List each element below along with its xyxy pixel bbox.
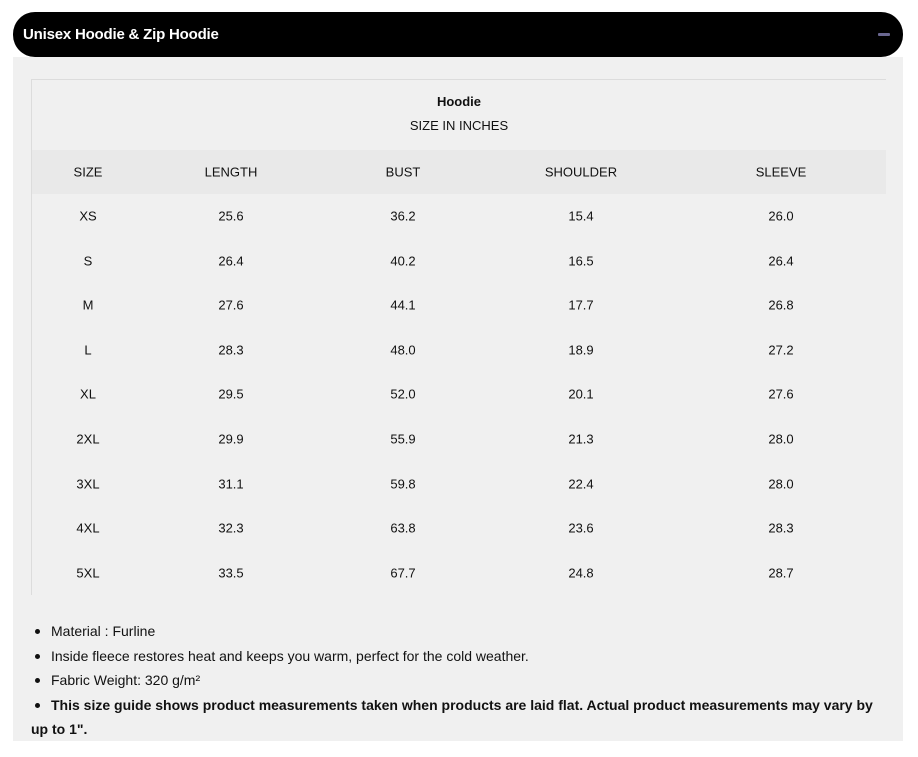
table-cell: 67.7 [390,565,416,581]
table-cell: 17.7 [568,297,594,313]
table-cell: XL [80,386,96,402]
table-cell: S [83,253,93,269]
table-cell: 4XL [76,520,100,536]
table-row: 3XL 31.1 59.8 22.4 28.0 [32,462,886,506]
note-item: Material : Furline [31,619,891,644]
table-cell: XS [79,208,97,224]
table-cell: 28.3 [218,342,244,358]
table-row: S 26.4 40.2 16.5 26.4 [32,239,886,283]
table-cell: 40.2 [390,253,416,269]
size-table: Hoodie SIZE IN INCHES SIZE LENGTH BUST SHOU… [31,79,886,595]
table-cell: 28.0 [768,431,794,447]
column-header: SIZE [73,164,103,180]
table-row: XS 25.6 36.2 15.4 26.0 [32,194,886,238]
table-cell: 20.1 [568,386,594,402]
table-row: 5XL 33.5 67.7 24.8 28.7 [32,551,886,595]
table-cell: 63.8 [390,520,416,536]
table-cell: 26.0 [768,208,794,224]
note-item: This size guide shows product measuremen… [31,693,891,742]
table-cell: 26.8 [768,297,794,313]
table-cell: 23.6 [568,520,594,536]
column-header: SLEEVE [755,164,807,180]
table-cell: 27.2 [768,342,794,358]
table-cell: 48.0 [390,342,416,358]
table-cell: 15.4 [568,208,594,224]
table-cell: 3XL [76,476,100,492]
table-cell: 36.2 [390,208,416,224]
table-cell: 28.3 [768,520,794,536]
table-cell: 21.3 [568,431,594,447]
table-row: L 28.3 48.0 18.9 27.2 [32,328,886,372]
table-cell: 26.4 [218,253,244,269]
table-cell: 32.3 [218,520,244,536]
table-cell: 28.7 [768,565,794,581]
table-cell: 2XL [76,431,100,447]
table-row: XL 29.5 52.0 20.1 27.6 [32,372,886,416]
table-cell: L [84,342,92,358]
table-header-row: SIZE LENGTH BUST SHOULDER SLEEVE [32,150,886,194]
table-subtitle: SIZE IN INCHES [409,118,509,133]
table-cell: 29.9 [218,431,244,447]
minus-icon[interactable] [878,33,890,36]
table-cell: 31.1 [218,476,244,492]
table-cell: 18.9 [568,342,594,358]
table-cell: 27.6 [768,386,794,402]
accordion-header[interactable]: Unisex Hoodie & Zip Hoodie [13,12,903,57]
table-cell: 55.9 [390,431,416,447]
table-cell: 27.6 [218,297,244,313]
table-cell: 33.5 [218,565,244,581]
table-cell: 5XL [76,565,100,581]
table-cell: M [82,297,94,313]
table-cell: 24.8 [568,565,594,581]
table-cell: 28.0 [768,476,794,492]
table-row: M 27.6 44.1 17.7 26.8 [32,283,886,327]
note-item: Inside fleece restores heat and keeps yo… [31,644,891,669]
table-row: 4XL 32.3 63.8 23.6 28.3 [32,506,886,550]
column-header: SHOULDER [544,164,618,180]
note-text: This size guide shows product measuremen… [31,696,873,738]
table-cell: 22.4 [568,476,594,492]
table-cell: 26.4 [768,253,794,269]
column-header: BUST [385,164,421,180]
note-item: Fabric Weight: 320 g/m² [31,668,891,693]
accordion-title: Unisex Hoodie & Zip Hoodie [23,26,219,43]
table-cell: 29.5 [218,386,244,402]
table-cell: 52.0 [390,386,416,402]
notes-list: Material : Furline Inside fleece restore… [31,619,891,742]
table-title: Hoodie [436,94,482,109]
table-cell: 44.1 [390,297,416,313]
column-header: LENGTH [204,164,258,180]
table-row: 2XL 29.9 55.9 21.3 28.0 [32,417,886,461]
table-cell: 59.8 [390,476,416,492]
accordion-panel: Hoodie SIZE IN INCHES SIZE LENGTH BUST SHOU… [13,57,903,741]
table-cell: 25.6 [218,208,244,224]
table-cell: 16.5 [568,253,594,269]
